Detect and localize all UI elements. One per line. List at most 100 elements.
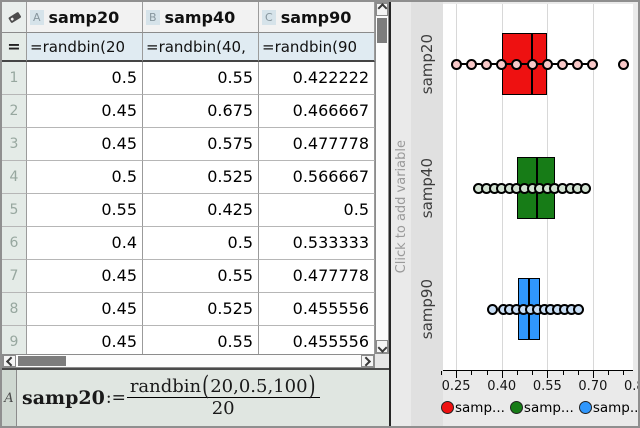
row-number[interactable]: 1 [2, 62, 27, 95]
cell[interactable]: 0.575 [143, 128, 259, 161]
column-formula[interactable]: =randbin(20 [27, 33, 143, 62]
category-label-text: samp20 [418, 33, 436, 95]
cell[interactable]: 0.455556 [259, 326, 375, 354]
minor-tick [577, 371, 579, 375]
row-number[interactable]: 6 [2, 227, 27, 260]
scroll-left-icon [5, 356, 16, 366]
horizontal-scrollbar[interactable] [2, 354, 375, 368]
column-letter: A [30, 9, 44, 25]
major-tick [501, 371, 503, 378]
cell[interactable]: 0.45 [27, 293, 143, 326]
row-number[interactable]: 2 [2, 95, 27, 128]
cell[interactable]: 0.45 [27, 260, 143, 293]
data-point[interactable] [572, 58, 584, 70]
legend-item-1[interactable]: samp... [441, 400, 505, 416]
cell[interactable]: 0.675 [143, 95, 259, 128]
horizontal-scroll-thumb[interactable] [18, 356, 66, 366]
scroll-right-button[interactable] [361, 355, 374, 367]
data-point[interactable] [496, 58, 508, 70]
data-point[interactable] [579, 182, 591, 194]
legend-item-3[interactable]: samp... [578, 400, 638, 416]
column-formula[interactable]: =randbin(90 [259, 33, 375, 62]
cell[interactable]: 0.5 [143, 227, 259, 260]
cell[interactable]: 0.525 [143, 293, 259, 326]
plot-area[interactable] [443, 4, 633, 371]
cell[interactable]: 0.477778 [259, 128, 375, 161]
legend-label: samp... [523, 399, 574, 416]
right-paren: ) [308, 371, 316, 402]
category-label-text: samp40 [418, 157, 436, 219]
cell[interactable]: 0.45 [27, 326, 143, 354]
category-label-text: samp90 [418, 278, 436, 340]
legend-color-dot [578, 401, 592, 414]
cell[interactable]: 0.55 [143, 326, 259, 354]
cell[interactable]: 0.5 [259, 194, 375, 227]
row-number[interactable]: 9 [2, 326, 27, 354]
cell[interactable]: 0.455556 [259, 293, 375, 326]
column-formula[interactable]: =randbin(40, [143, 33, 259, 62]
legend-color-dot [441, 401, 454, 414]
scroll-down-button[interactable] [376, 340, 388, 353]
cell[interactable]: 0.525 [143, 161, 259, 194]
row-number[interactable]: 7 [2, 260, 27, 293]
cell[interactable]: 0.5 [27, 161, 143, 194]
equals-row-header[interactable]: = [2, 33, 27, 62]
row-number[interactable]: 3 [2, 128, 27, 161]
scroll-down-icon [377, 342, 387, 353]
scroll-up-icon [377, 3, 387, 14]
data-point[interactable] [465, 58, 477, 70]
category-label-samp40[interactable]: samp40 [411, 133, 443, 243]
data-point[interactable] [587, 58, 599, 70]
cell[interactable]: 0.45 [27, 128, 143, 161]
cell[interactable]: 0.55 [143, 62, 259, 95]
formula-bar[interactable]: A samp20:= randbin(20,0.5,100) 20 [2, 368, 389, 426]
row-number[interactable]: 8 [2, 293, 27, 326]
data-point[interactable] [481, 58, 492, 70]
major-tick [456, 371, 458, 378]
scroll-left-button[interactable] [3, 355, 16, 367]
data-point[interactable] [526, 58, 538, 70]
data-point[interactable] [557, 58, 568, 70]
data-point[interactable] [572, 303, 584, 315]
panel-divider[interactable] [389, 2, 391, 426]
boxplot-panel: Click to add variable samp20 samp40 samp90… [391, 2, 638, 426]
category-label-samp20[interactable]: samp20 [411, 9, 443, 119]
data-point[interactable] [511, 58, 523, 70]
formula-bar-expression[interactable]: samp20:= randbin(20,0.5,100) 20 [22, 370, 387, 426]
column-letter: C [262, 9, 276, 25]
data-point[interactable] [541, 58, 553, 70]
cell[interactable]: 0.4 [27, 227, 143, 260]
vertical-scrollbar[interactable] [375, 2, 389, 354]
cell[interactable]: 0.55 [27, 194, 143, 227]
category-label-samp90[interactable]: samp90 [411, 254, 443, 364]
cell[interactable]: 0.466667 [259, 95, 375, 128]
tick-label: 0.55 [532, 379, 562, 394]
data-point[interactable] [617, 58, 629, 70]
cell[interactable]: 0.45 [27, 95, 143, 128]
legend-item-2[interactable]: samp... [509, 399, 574, 416]
cell[interactable]: 0.533333 [259, 227, 375, 260]
add-variable-region[interactable]: Click to add variable [391, 102, 411, 312]
cell[interactable]: 0.55 [143, 260, 259, 293]
cell[interactable]: 0.477778 [259, 260, 375, 293]
sheet-corner-cell[interactable] [2, 2, 27, 33]
cell[interactable]: 0.425 [143, 194, 259, 227]
left-paren: ( [202, 371, 210, 402]
cell[interactable]: 0.566667 [259, 161, 375, 194]
data-point[interactable] [450, 58, 462, 70]
cell[interactable]: 0.422222 [259, 62, 375, 95]
scroll-up-button[interactable] [376, 3, 388, 16]
numerator-arguments: 20,0.5,100 [210, 376, 308, 397]
minor-tick [562, 371, 564, 375]
row-number[interactable]: 5 [2, 194, 27, 227]
data-point[interactable] [487, 303, 499, 315]
tick-label: 0.25 [441, 379, 471, 394]
vertical-scroll-thumb[interactable] [377, 18, 387, 43]
row-number[interactable]: 4 [2, 161, 27, 194]
cell[interactable]: 0.5 [27, 62, 143, 95]
